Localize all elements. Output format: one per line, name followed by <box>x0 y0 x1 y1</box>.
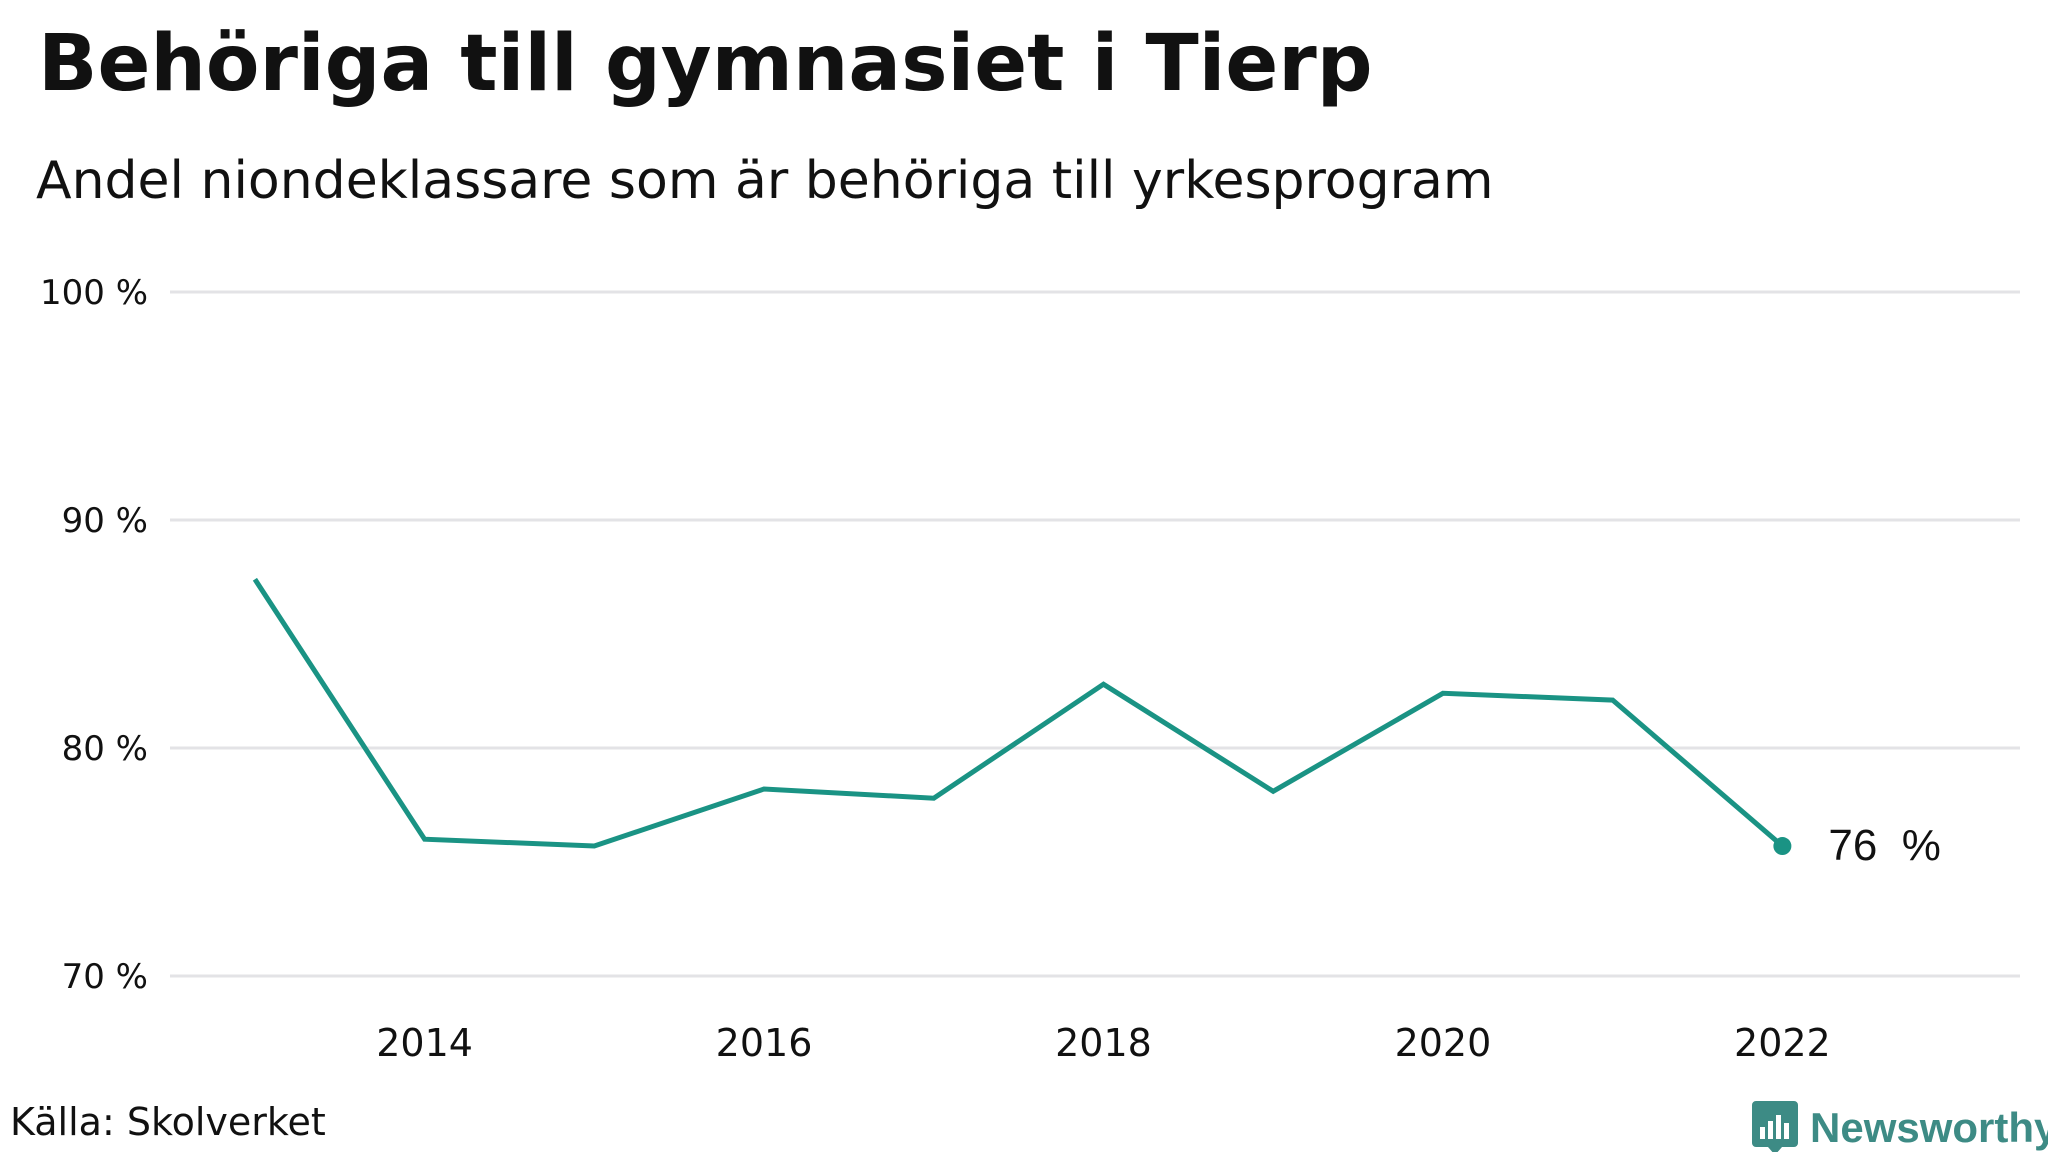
end-point-marker <box>1773 837 1792 856</box>
newsworthy-logo-icon <box>1752 1101 1798 1152</box>
end-value-label: 76 % <box>1828 821 1941 870</box>
y-axis-tick-labels: 70 % 80 % 90 % 100 % <box>40 273 148 997</box>
y-tick-label: 70 % <box>62 957 148 997</box>
grid-lines <box>170 290 2020 978</box>
x-tick-label: 2016 <box>716 1021 813 1065</box>
x-tick-label: 2022 <box>1734 1021 1831 1065</box>
series-group: 76 % <box>252 577 1941 870</box>
brand-logo: Newsworthy <box>1752 1098 2048 1152</box>
x-tick-label: 2018 <box>1055 1021 1152 1065</box>
chart-title: Behöriga till gymnasiet i Tierp <box>38 19 1373 109</box>
brand-name: Newsworthy <box>1810 1104 2048 1151</box>
x-tick-label: 2020 <box>1395 1021 1492 1065</box>
series-line <box>252 577 1785 849</box>
y-tick-label: 90 % <box>62 501 148 541</box>
y-tick-label: 80 % <box>62 729 148 769</box>
chart-subtitle: Andel niondeklassare som är behöriga til… <box>36 151 1494 211</box>
x-tick-label: 2014 <box>376 1021 473 1065</box>
y-tick-label: 100 % <box>40 273 148 313</box>
x-axis-tick-labels: 2014 2016 2018 2020 2022 <box>376 1021 1831 1065</box>
source-note: Källa: Skolverket <box>10 1100 326 1144</box>
